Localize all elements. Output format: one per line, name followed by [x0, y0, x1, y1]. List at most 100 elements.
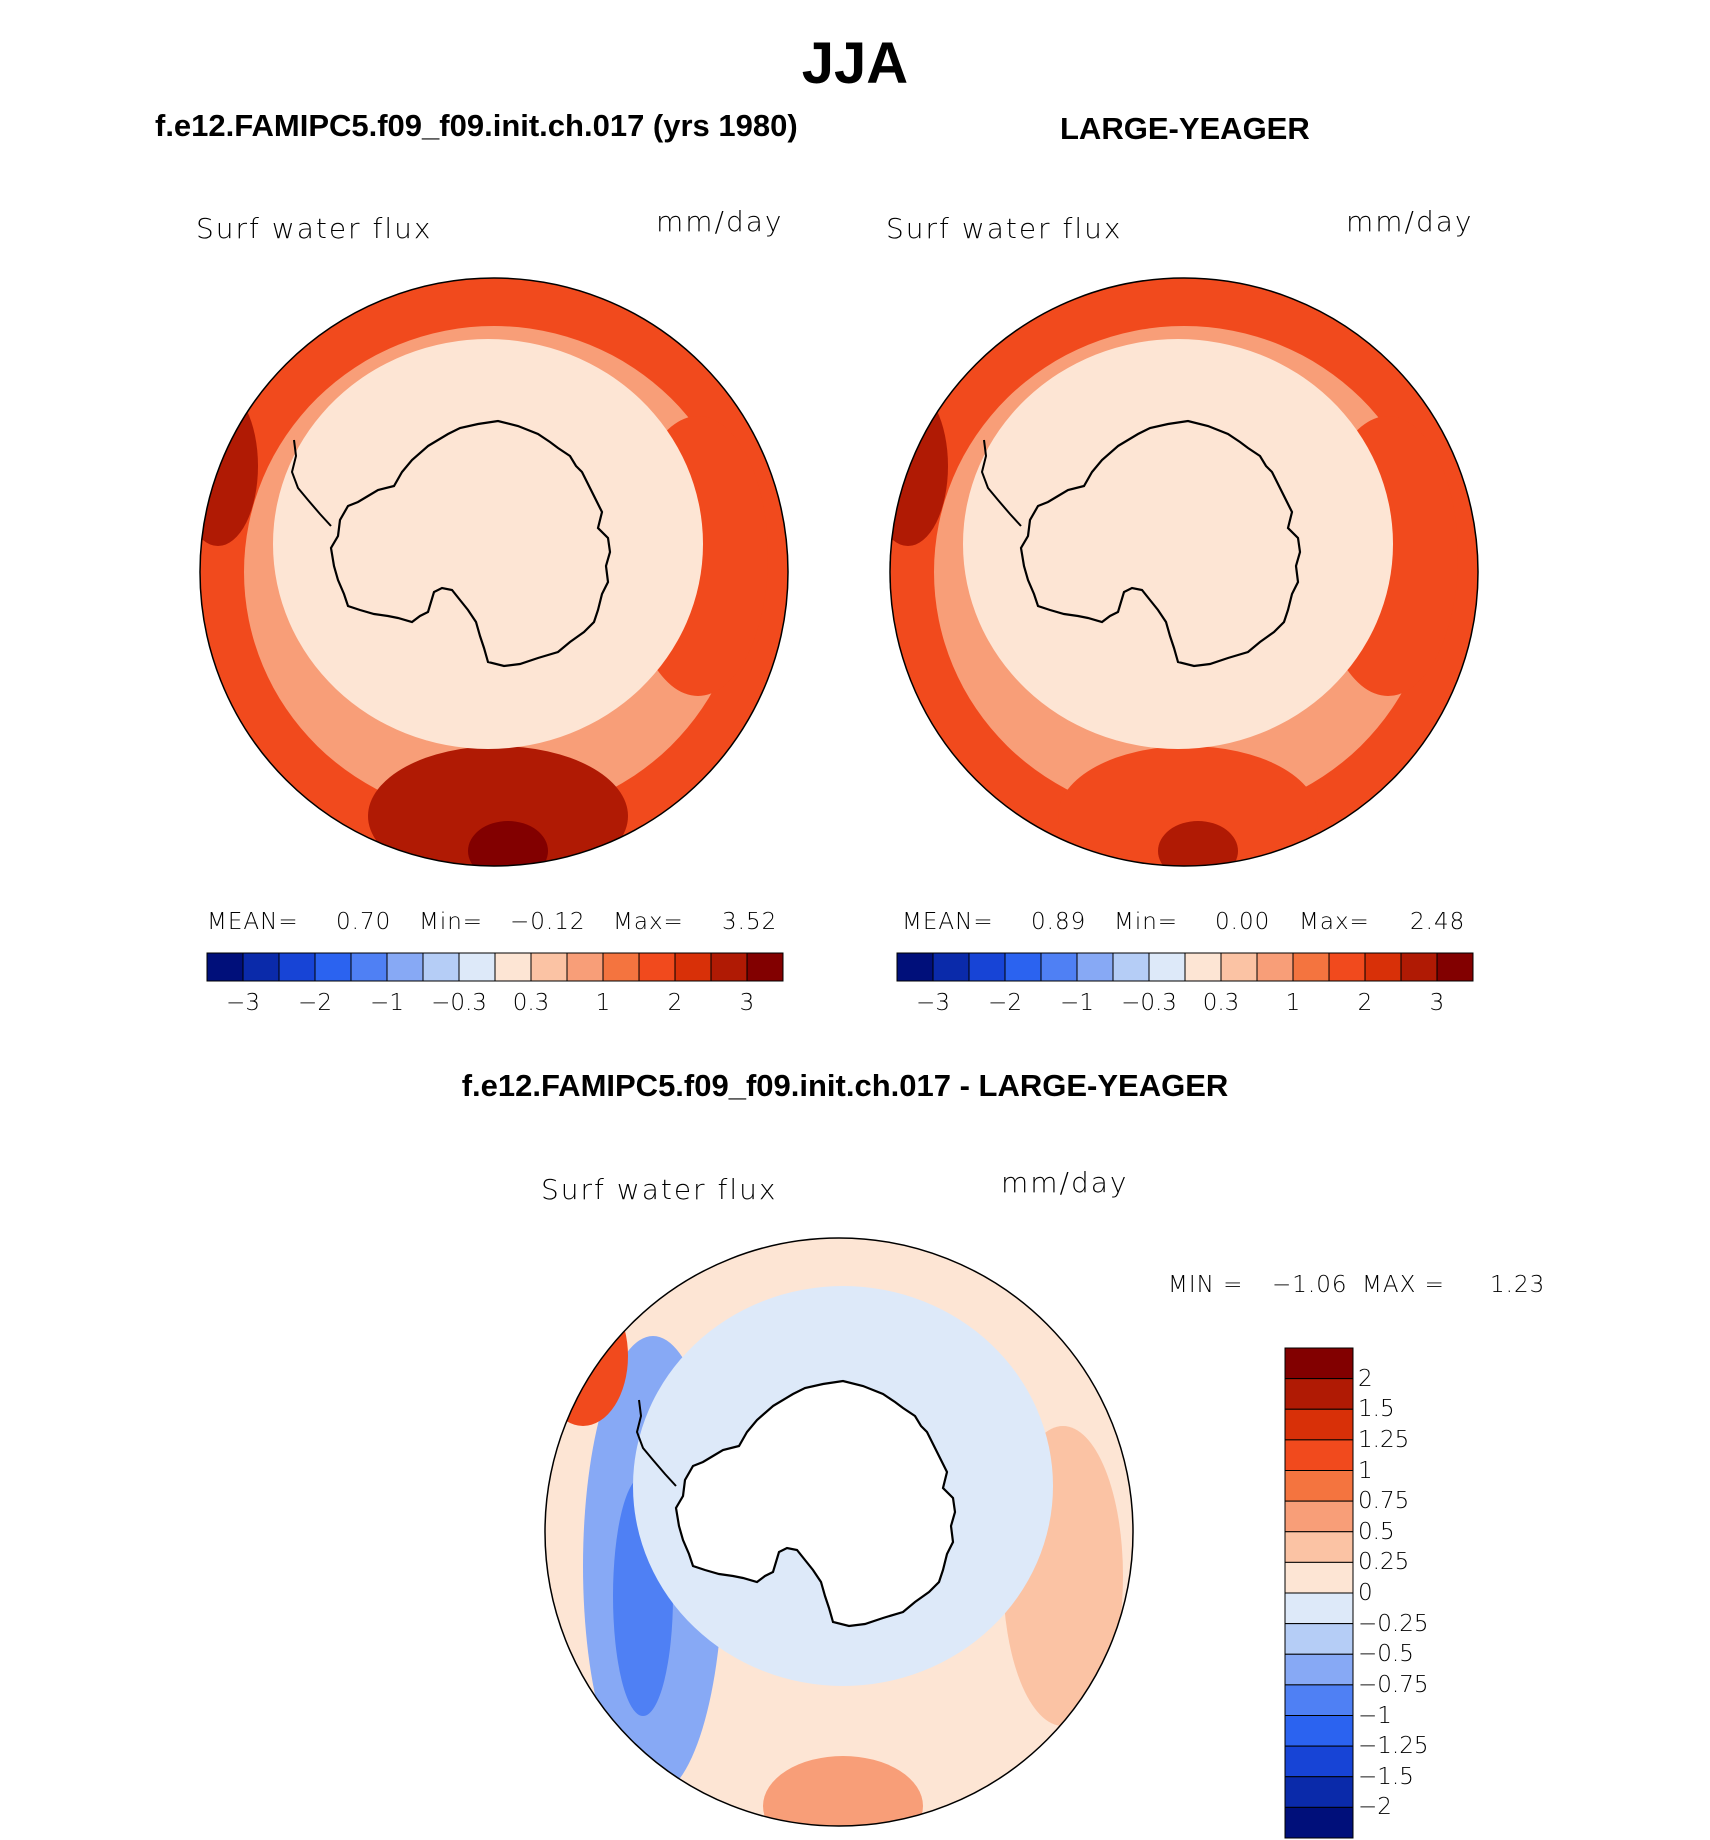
- diff-units-label: mm/day: [1001, 1166, 1129, 1199]
- colorbar-tick-label: 3: [1429, 990, 1445, 1016]
- colorbar-swatch: [278, 952, 316, 982]
- colorbar-tick-label: 1: [595, 990, 611, 1016]
- diff-colorbar: [1284, 1347, 1354, 1839]
- diff-max-value: 1.23: [1490, 1272, 1546, 1298]
- colorbar-tick-label: 0.25: [1358, 1549, 1410, 1576]
- colorbar-swatch: [530, 952, 568, 982]
- colorbar-tick-label: 1: [1358, 1457, 1373, 1484]
- colorbar-swatch: [1284, 1745, 1354, 1778]
- coastline: [674, 1379, 957, 1628]
- right-min-value: 0.00: [1215, 909, 1271, 935]
- colorbar-swatch: [1284, 1806, 1354, 1839]
- colorbar-swatch: [1284, 1623, 1354, 1655]
- right-mean-value: 0.89: [1031, 909, 1087, 935]
- colorbar-swatch: [602, 952, 640, 982]
- colorbar-tick-label: −1: [370, 990, 404, 1016]
- pacific-max: [468, 821, 548, 866]
- colorbar-tick-label: −2: [988, 990, 1022, 1016]
- colorbar-tick-label: −1: [1060, 990, 1094, 1016]
- colorbar-swatch: [1436, 952, 1474, 982]
- right-colorbar: [896, 952, 1474, 982]
- colorbar-swatch: [968, 952, 1006, 982]
- left-panel-title: f.e12.FAMIPC5.f09_f09.init.ch.017 (yrs 1…: [155, 108, 798, 143]
- colorbar-tick-label: 2: [667, 990, 683, 1016]
- colorbar-tick-label: −1.25: [1358, 1733, 1429, 1760]
- colorbar-swatch: [494, 952, 532, 982]
- colorbar-tick-label: 0: [1358, 1580, 1373, 1606]
- colorbar-swatch: [1284, 1470, 1354, 1502]
- colorbar-tick-label: −0.3: [431, 990, 487, 1016]
- colorbar-swatch: [1284, 1531, 1354, 1563]
- colorbar-swatch: [314, 952, 352, 982]
- map-border: [544, 1237, 1134, 1827]
- peninsula: [980, 439, 1022, 527]
- antarctic-continent: [1021, 421, 1300, 666]
- colorbar-tick-label: 0.5: [1358, 1518, 1395, 1545]
- left-field-label: Surf water flux: [196, 212, 433, 245]
- diff-max-label: MAX =: [1362, 1272, 1445, 1298]
- colorbar-tick-label: 2: [1357, 990, 1373, 1016]
- colorbar-swatch: [1112, 952, 1150, 982]
- right-mean-label: MEAN=: [902, 909, 994, 935]
- left-mean-label: MEAN=: [207, 909, 299, 935]
- diff-min-label: MIN =: [1168, 1272, 1244, 1298]
- drake-passage: [545, 1286, 628, 1426]
- peninsula: [290, 439, 332, 527]
- colorbar-swatch: [1284, 1378, 1354, 1410]
- colorbar-swatch: [1284, 1776, 1354, 1808]
- right-max-label: Max=: [1299, 909, 1370, 935]
- colorbar-swatch: [1220, 952, 1258, 982]
- left-colorbar: [206, 952, 784, 982]
- left-min-value: −0.12: [510, 909, 586, 935]
- right-panel-title: LARGE-YEAGER: [1060, 111, 1310, 146]
- colorbar-swatch: [458, 952, 496, 982]
- colorbar-swatch: [206, 952, 244, 982]
- colorbar-swatch: [674, 952, 712, 982]
- atlantic-edge: [890, 386, 948, 546]
- right-field-label: Surf water flux: [886, 212, 1123, 245]
- colorbar-tick-label: −2: [1358, 1794, 1392, 1821]
- diff-field-label: Surf water flux: [541, 1173, 778, 1206]
- left-max-label: Max=: [613, 909, 684, 935]
- map-field: [200, 278, 788, 866]
- diff-panel-title: f.e12.FAMIPC5.f09_f09.init.ch.017 - LARG…: [461, 1068, 1229, 1103]
- coastline: [1019, 419, 1302, 668]
- left-units-label: mm/day: [656, 205, 784, 238]
- colorbar-swatch: [1284, 1653, 1354, 1686]
- colorbar-swatch: [1284, 1684, 1354, 1716]
- colorbar-tick-label: 1.5: [1358, 1396, 1395, 1423]
- pacific-band: [368, 746, 628, 866]
- colorbar-swatch: [1076, 952, 1114, 982]
- colorbar-swatch: [242, 952, 280, 982]
- colorbar-swatch: [896, 952, 934, 982]
- figure-title: JJA: [801, 31, 909, 96]
- colorbar-swatch: [386, 952, 424, 982]
- colorbar-swatch: [1284, 1439, 1354, 1471]
- atlantic-edge: [200, 386, 258, 546]
- colorbar-swatch: [1284, 1347, 1354, 1380]
- colorbar-swatch: [1284, 1500, 1354, 1533]
- colorbar-tick-label: 2: [1358, 1365, 1373, 1392]
- pacific-sector: [763, 1756, 923, 1826]
- colorbar-tick-label: −3: [226, 990, 260, 1016]
- colorbar-tick-label: 1.25: [1358, 1426, 1410, 1453]
- right-min-label: Min=: [1114, 909, 1179, 935]
- colorbar-tick-label: −0.5: [1358, 1641, 1414, 1668]
- pacific-band: [1058, 746, 1318, 866]
- colorbar-swatch: [1148, 952, 1186, 982]
- colorbar-swatch: [350, 952, 388, 982]
- colorbar-swatch: [932, 952, 970, 982]
- colorbar-tick-label: −0.75: [1358, 1671, 1429, 1698]
- antarctic-continent: [331, 421, 610, 666]
- left-polar-map: [199, 277, 789, 867]
- pacific-max: [1158, 821, 1238, 866]
- colorbar-tick-label: 3: [739, 990, 755, 1016]
- right-max-value: 2.48: [1410, 909, 1466, 935]
- map-border: [199, 277, 789, 867]
- map-field: [890, 278, 1478, 866]
- colorbar-swatch: [1040, 952, 1078, 982]
- map-border: [889, 277, 1479, 867]
- diff-polar-map: [544, 1237, 1134, 1827]
- colorbar-tick-label: −2: [298, 990, 332, 1016]
- colorbar-tick-label: 0.75: [1358, 1488, 1410, 1515]
